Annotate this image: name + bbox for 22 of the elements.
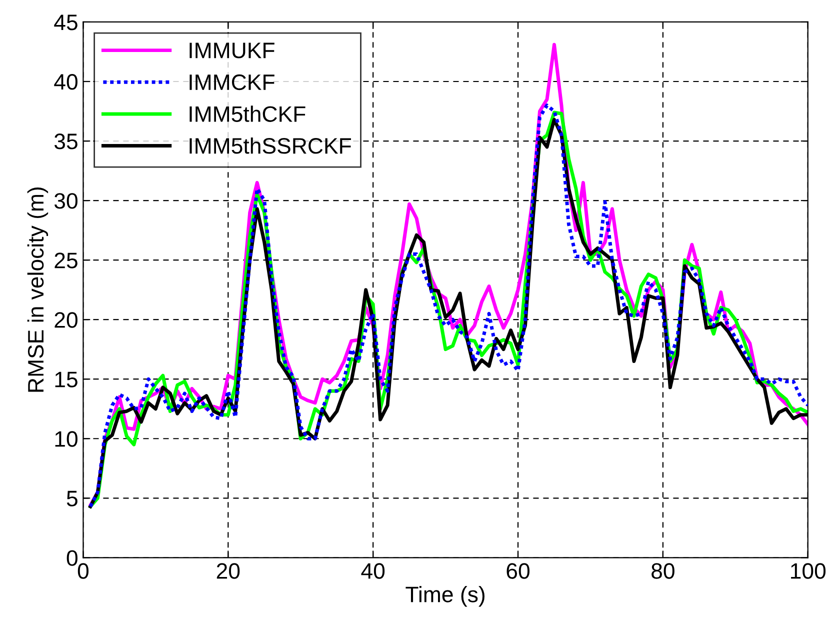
x-tick-label: 80 [652, 563, 674, 579]
x-tick-label: 20 [216, 563, 240, 579]
legend-label: IMMUKF [190, 42, 274, 58]
x-tick-label: 60 [506, 563, 530, 579]
y-tick-label: 5 [66, 490, 78, 506]
x-tick-label: 40 [361, 563, 385, 579]
y-tick-label: 25 [54, 252, 78, 268]
legend-label: IMM5thCKF [190, 106, 306, 122]
x-tick-label: 100 [791, 563, 826, 579]
x-tick-label: 0 [78, 563, 89, 579]
x-axis-title: Time (s) [406, 586, 484, 607]
legend-label: IMM5thSSRCKF [190, 137, 351, 154]
y-tick-label: 0 [66, 550, 78, 566]
y-tick-label: 35 [54, 134, 78, 150]
y-tick-label: 45 [54, 14, 78, 30]
y-axis-title: RMSE in velocity (m) [27, 187, 48, 392]
y-tick-label: 10 [55, 431, 78, 447]
y-tick-label: 15 [55, 372, 78, 388]
y-tick-label: 30 [54, 193, 78, 209]
y-tick-label: 20 [54, 312, 78, 328]
y-tick-label: 40 [54, 74, 78, 90]
legend-label: IMMCKF [190, 74, 274, 90]
